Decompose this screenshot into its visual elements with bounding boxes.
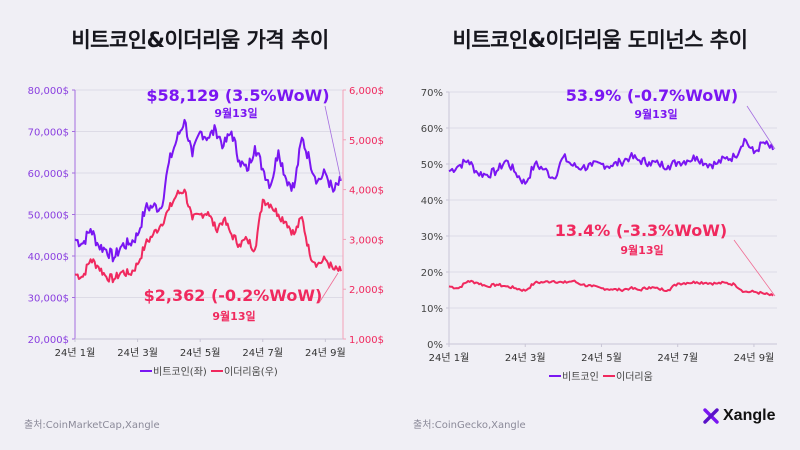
dominance-chart-title: 비트코인&이더리움 도미넌스 추이 [452, 28, 748, 52]
dominance-y-tick-label: 50% [421, 160, 443, 171]
btc-dom-callout-leader [746, 105, 776, 150]
x-tick-label: 24년 3월 [117, 347, 158, 359]
eth-annotation-date: 9월13일 [212, 309, 255, 323]
logo-text: Xangle [723, 407, 776, 424]
dominance-x-axis-ticks: 24년 1월 24년 3월 24년 5월 24년 7월 24년 9월 [429, 344, 775, 364]
eth-y-tick-label: 2,000$ [349, 285, 384, 296]
eth-dominance-line [448, 279, 774, 297]
btc-callout-leader [324, 105, 342, 181]
eth-y-tick-label: 5,000$ [349, 136, 384, 147]
dominance-y-tick-label: 10% [421, 304, 443, 315]
eth-y-tick-label: 6,000$ [349, 86, 384, 97]
price-chart: 20,000$ 30,000$ 40,000$ 50,000$ 60,000$ 70,00… [28, 86, 384, 378]
dominance-y-axis-ticks: 0% 10% 20% 30% 40% 50% 60% 70% [421, 88, 449, 351]
btc-y-tick-label: 40,000$ [28, 252, 69, 263]
price-x-axis-ticks: 24년 1월 24년 3월 24년 5월 24년 7월 24년 9월 [55, 339, 346, 359]
dominance-y-tick-label: 60% [421, 124, 443, 135]
eth-price-line [74, 188, 342, 284]
x-tick-label: 24년 7월 [657, 352, 698, 364]
btc-annotation-date: 9월13일 [214, 106, 257, 120]
xangle-logo: Xangle [703, 407, 775, 425]
x-tick-label: 24년 1월 [429, 352, 470, 364]
btc-y-tick-label: 60,000$ [28, 169, 69, 180]
x-tick-label: 24년 1월 [55, 347, 96, 359]
eth-dom-callout-leader [733, 239, 776, 297]
legend-eth-label: 이더리움(우) [224, 366, 278, 378]
price-legend: 비트코인(좌) 이더리움(우) [140, 366, 278, 378]
btc-dominance-annotation-date: 9월13일 [634, 107, 677, 121]
btc-y-tick-label: 30,000$ [28, 294, 69, 305]
btc-annotation: $58,129 (3.5%WoW) [146, 86, 329, 105]
x-tick-label: 24년 5월 [180, 347, 221, 359]
x-tick-label: 24년 9월 [734, 352, 775, 364]
legend-btc-label: 비트코인(좌) [153, 366, 207, 378]
btc-y-tick-label: 70,000$ [28, 128, 69, 139]
source-note-left: 출처:CoinMarketCap,Xangle [24, 420, 160, 431]
btc-y-tick-label: 80,000$ [28, 86, 69, 97]
legend-btc-dom-label: 비트코인 [562, 371, 599, 383]
price-gridlines [75, 89, 343, 298]
dominance-y-tick-label: 0% [427, 340, 443, 351]
btc-dominance-annotation: 53.9% (-0.7%WoW) [566, 86, 738, 105]
btc-price-line [74, 118, 342, 263]
dominance-y-tick-label: 30% [421, 232, 443, 243]
btc-dominance-line [448, 137, 774, 185]
eth-y-tick-label: 1,000$ [349, 335, 384, 346]
dominance-chart: 0%10%20%30%40%50%60%70% 24년 1월 24년 3월 24년 … [421, 86, 777, 383]
eth-annotation: $2,362 (-0.2%WoW) [144, 286, 323, 305]
eth-axis-ticks: 1,000$ 2,000$ 3,000$ 4,000$ 5,000$ 6,000$ [343, 86, 384, 346]
dominance-gridlines [449, 91, 777, 309]
x-tick-label: 24년 3월 [505, 352, 546, 364]
source-note-right: 출처:CoinGecko,Xangle [413, 420, 526, 431]
eth-dominance-annotation: 13.4% (-3.3%WoW) [555, 221, 727, 240]
dominance-y-tick-label: 20% [421, 268, 443, 279]
eth-y-tick-label: 4,000$ [349, 186, 384, 197]
legend-eth-dom-label: 이더리움 [616, 371, 653, 383]
eth-callout-leader [318, 272, 339, 304]
x-tick-label: 24년 9월 [305, 347, 346, 359]
eth-dominance-annotation-date: 9월13일 [620, 243, 663, 257]
x-tick-label: 24년 7월 [242, 347, 283, 359]
dominance-y-tick-label: 40% [421, 196, 443, 207]
price-chart-title: 비트코인&이더리움 가격 추이 [71, 28, 329, 52]
btc-y-tick-label: 20,000$ [28, 335, 69, 346]
x-logo-icon [703, 408, 719, 424]
dominance-legend: 비트코인 이더리움 [549, 371, 653, 383]
btc-axis-ticks: 20,000$ 30,000$ 40,000$ 50,000$ 60,000$ 70,00… [28, 86, 75, 346]
btc-y-tick-label: 50,000$ [28, 211, 69, 222]
eth-y-tick-label: 3,000$ [349, 235, 384, 246]
x-tick-label: 24년 5월 [581, 352, 622, 364]
dominance-y-tick-label: 70% [421, 88, 443, 99]
